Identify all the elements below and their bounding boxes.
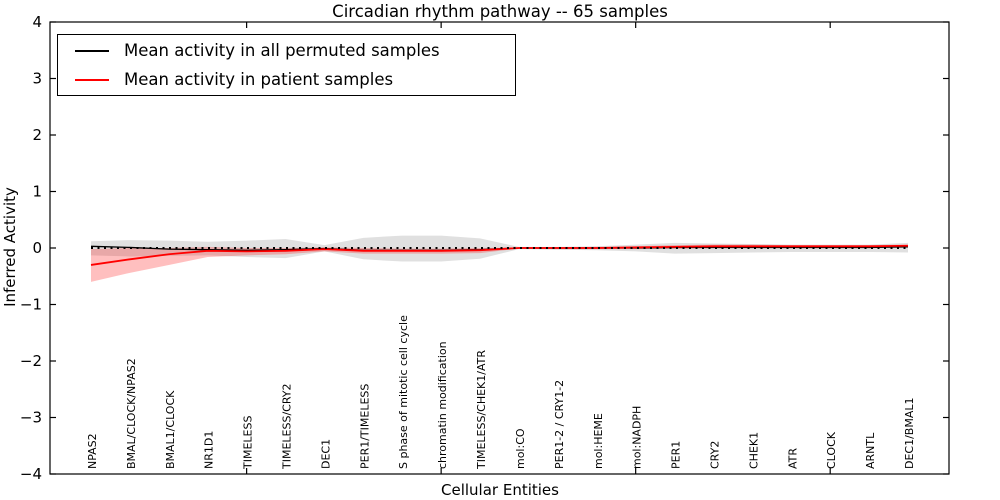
x-category-label: mol:HEME [592, 413, 605, 469]
patient-range-band [91, 244, 908, 282]
x-category-label: PER1-2 / CRY1-2 [553, 380, 566, 469]
x-category-label: PER1/TIMELESS [358, 384, 371, 469]
y-tick-label: −4 [20, 465, 42, 483]
x-category-label: CLOCK [825, 431, 838, 469]
legend-label-patient: Mean activity in patient samples [124, 70, 394, 89]
x-category-label: TIMELESS/CRY2 [281, 384, 294, 471]
x-category-label: ARNTL [864, 432, 877, 469]
y-tick-label: 3 [32, 70, 42, 88]
x-category-label: NPAS2 [86, 433, 99, 469]
y-tick-label: −1 [20, 296, 42, 314]
x-category-label: NR1D1 [203, 431, 216, 469]
y-tick-label: −3 [20, 409, 42, 427]
x-category-label: TIMELESS/CHEK1/ATR [475, 350, 488, 470]
x-axis-title: Cellular Entities [441, 481, 559, 499]
x-category-label: PER1 [670, 441, 683, 469]
y-tick-label: 1 [32, 183, 42, 201]
y-tick-label: 2 [32, 126, 42, 144]
x-category-label: ATR [786, 448, 799, 469]
x-category-label: S phase of mitotic cell cycle [397, 315, 410, 469]
legend-label-permuted: Mean activity in all permuted samples [124, 41, 440, 60]
x-category-label: BMAL/CLOCK/NPAS2 [125, 358, 138, 469]
permuted-line-sample [75, 49, 109, 52]
y-tick-label: 0 [32, 239, 42, 257]
x-category-labels: NPAS2 BMAL/CLOCK/NPAS2 BMAL1/CLOCK NR1D1 TIM… [86, 315, 916, 470]
chart-title: Circadian rhythm pathway -- 65 samples [332, 2, 668, 21]
y-axis-title: Inferred Activity [1, 187, 19, 307]
x-axis-ticks [246, 22, 831, 474]
x-category-label: DEC1 [319, 439, 332, 469]
x-category-label: mol:NADPH [631, 406, 644, 469]
x-category-label: DEC1/BMAL1 [903, 398, 916, 470]
x-category-label: CRY2 [708, 441, 721, 469]
legend-box: Mean activity in all permuted samples Me… [57, 34, 516, 96]
series-line-1 [90, 244, 909, 266]
x-category-label: TIMELESS [242, 416, 255, 470]
x-category-label: CHEK1 [747, 432, 760, 469]
patient-line-sample [75, 78, 109, 81]
x-category-label: BMAL1/CLOCK [164, 390, 177, 469]
legend-item-patient: Mean activity in patient samples [75, 67, 515, 93]
x-category-label: mol:CO [514, 428, 527, 469]
y-tick-label: 4 [32, 13, 42, 31]
legend-item-permuted: Mean activity in all permuted samples [75, 38, 515, 64]
y-axis-ticks: 4 3 2 1 0 −1 −2 −3 −4 [20, 13, 949, 483]
y-tick-label: −2 [20, 352, 42, 370]
x-category-label: chromatin modification [436, 341, 449, 469]
